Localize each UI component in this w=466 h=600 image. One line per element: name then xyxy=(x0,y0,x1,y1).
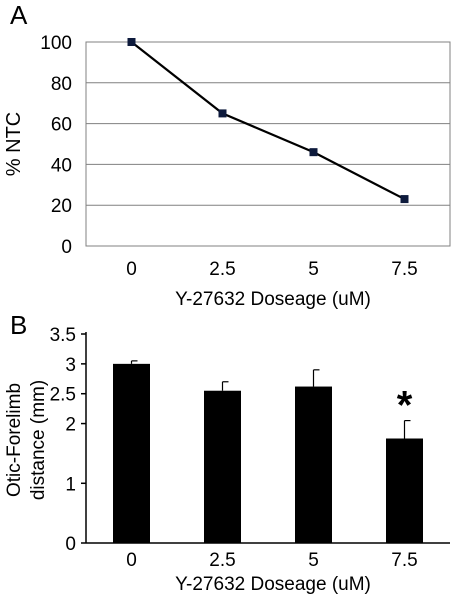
b-y-tick-label: 1 xyxy=(65,474,76,495)
b-y-tick-label: 2.5 xyxy=(50,385,76,406)
a-y-tick-label: 40 xyxy=(51,155,72,176)
panel-b-bar-chart: B 0 1 2 2.5 3 3.5 0 2.5 5 7.5 * Otic-Forelimb di… xyxy=(4,310,450,595)
a-y-tick-label: 20 xyxy=(51,196,72,217)
a-x-tick-label: 7.5 xyxy=(391,259,417,280)
b-bar xyxy=(204,390,241,543)
panel-label-a: A xyxy=(10,0,28,30)
b-x-axis-label: Y-27632 Doseage (uM) xyxy=(175,574,371,595)
b-x-tick-label: 5 xyxy=(308,550,319,571)
b-x-tick-label: 7.5 xyxy=(391,550,417,571)
b-y-tick-label: 0 xyxy=(65,534,76,555)
a-data-point xyxy=(218,109,227,118)
a-data-point xyxy=(309,148,318,157)
a-y-tick-label: 80 xyxy=(51,74,72,95)
b-y-tick-label: 2 xyxy=(65,415,76,436)
b-x-tick-labels: 0 2.5 5 7.5 xyxy=(126,550,418,571)
a-series-line xyxy=(130,41,406,201)
b-bar xyxy=(113,363,150,543)
a-x-tick-label: 0 xyxy=(126,259,137,280)
b-bar xyxy=(386,438,423,543)
b-bar xyxy=(295,386,332,543)
b-significance-marker: * xyxy=(397,384,413,428)
b-y-axis-label-line-2: distance (mm) xyxy=(28,380,49,500)
a-data-point xyxy=(400,195,409,204)
a-y-axis-label: % NTC xyxy=(3,112,25,176)
a-y-tick-labels: 0 20 40 60 80 100 xyxy=(40,33,72,258)
b-annotations: * xyxy=(397,384,413,428)
a-x-axis-label: Y-27632 Doseage (uM) xyxy=(175,289,371,310)
b-x-tick-label: 0 xyxy=(126,550,137,571)
a-series xyxy=(127,38,409,204)
a-y-tick-label: 60 xyxy=(51,115,72,136)
panel-a-line-chart: A 0 20 40 60 80 100 0 2.5 5 7.5 % NTC Y-27632 Do… xyxy=(3,0,451,310)
a-x-tick-label: 5 xyxy=(308,259,319,280)
b-y-tick-label: 3.5 xyxy=(50,325,76,346)
b-error-bars xyxy=(130,360,411,439)
b-y-ticks: 0 1 2 2.5 3 3.5 xyxy=(50,325,86,555)
panel-label-b: B xyxy=(10,310,27,340)
a-y-tick-label: 0 xyxy=(61,237,72,258)
a-x-tick-label: 2.5 xyxy=(209,259,235,280)
a-x-tick-labels: 0 2.5 5 7.5 xyxy=(126,259,418,280)
b-y-axis-label-line-1: Otic-Forelimb xyxy=(4,383,25,497)
b-y-tick-label: 3 xyxy=(65,355,76,376)
b-bars xyxy=(113,363,423,543)
b-x-tick-label: 2.5 xyxy=(209,550,235,571)
a-plot-frame xyxy=(85,41,451,247)
a-data-point xyxy=(127,38,136,46)
a-y-tick-label: 100 xyxy=(40,33,72,54)
a-gridlines xyxy=(86,82,450,206)
